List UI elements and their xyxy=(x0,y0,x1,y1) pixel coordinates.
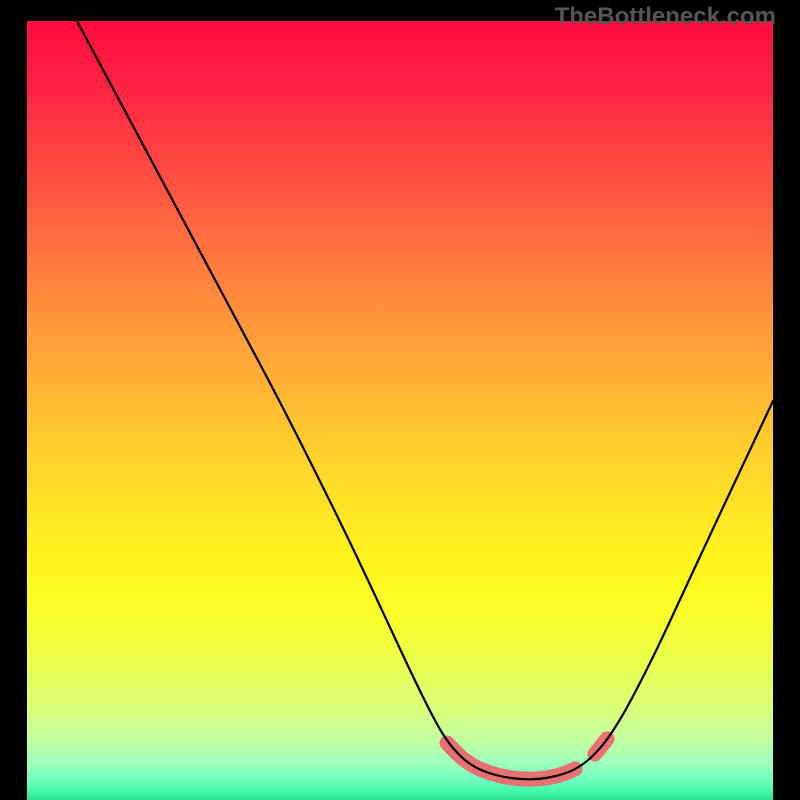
plot-area xyxy=(27,21,773,800)
watermark-text: TheBottleneck.com xyxy=(555,3,776,31)
chart-root: TheBottleneck.com xyxy=(0,0,800,800)
